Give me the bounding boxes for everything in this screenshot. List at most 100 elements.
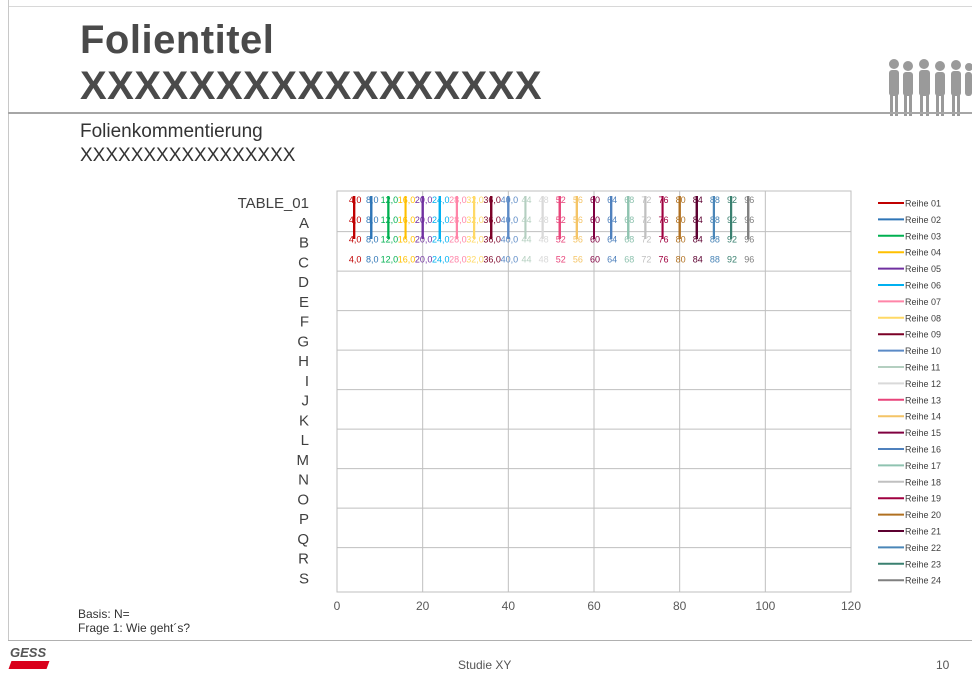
data-label: 52 bbox=[556, 254, 566, 264]
data-label: 40,0 bbox=[501, 254, 519, 264]
data-label: 48 bbox=[539, 235, 549, 245]
data-label: 4,0 bbox=[349, 235, 362, 245]
gess-logo-bar bbox=[8, 661, 50, 669]
data-label: 28,0 bbox=[449, 235, 467, 245]
legend-label: Reihe 19 bbox=[905, 494, 941, 504]
data-label: 56 bbox=[573, 235, 583, 245]
data-label: 84 bbox=[693, 235, 703, 245]
y-category-label: J bbox=[302, 393, 310, 410]
legend-label: Reihe 23 bbox=[905, 559, 941, 569]
x-tick-label: 80 bbox=[673, 599, 687, 613]
data-label: 4,0 bbox=[349, 254, 362, 264]
page-number: 10 bbox=[936, 658, 950, 672]
y-category-label: K bbox=[299, 412, 309, 429]
x-tick-label: 100 bbox=[755, 599, 775, 613]
y-category-label: F bbox=[300, 314, 309, 331]
data-label: 80 bbox=[676, 235, 686, 245]
data-label: 80 bbox=[676, 254, 686, 264]
data-label: 12,0 bbox=[381, 254, 399, 264]
slide-title-line1: Folientitel bbox=[80, 18, 275, 62]
legend-label: Reihe 07 bbox=[905, 297, 941, 307]
y-category-label: M bbox=[297, 452, 310, 469]
y-category-label: B bbox=[299, 235, 309, 252]
legend-label: Reihe 09 bbox=[905, 330, 941, 340]
y-category-label: D bbox=[298, 274, 309, 291]
data-label: 64 bbox=[607, 254, 617, 264]
data-label: 72 bbox=[641, 254, 651, 264]
basis-note: Basis: N= bbox=[78, 607, 130, 621]
question-note: Frage 1: Wie geht´s? bbox=[78, 621, 191, 635]
legend-label: Reihe 24 bbox=[905, 576, 941, 586]
data-label: 36,0 bbox=[483, 254, 501, 264]
slide-top-border bbox=[8, 6, 972, 7]
y-category-label: P bbox=[299, 511, 309, 528]
data-label: 40,0 bbox=[501, 235, 519, 245]
legend-label: Reihe 21 bbox=[905, 527, 941, 537]
y-category-label: I bbox=[305, 373, 309, 390]
x-tick-label: 20 bbox=[416, 599, 430, 613]
people-silhouette-icon bbox=[889, 59, 972, 116]
legend-label: Reihe 02 bbox=[905, 215, 941, 225]
title-divider bbox=[8, 112, 972, 114]
data-label: 44 bbox=[521, 254, 531, 264]
table-label: TABLE_01 bbox=[238, 195, 309, 212]
data-label: 52 bbox=[556, 235, 566, 245]
data-label: 32,0 bbox=[466, 235, 484, 245]
data-label: 36,0 bbox=[483, 235, 501, 245]
data-label: 24,0 bbox=[432, 235, 450, 245]
y-category-label: Q bbox=[297, 531, 309, 548]
legend-label: Reihe 17 bbox=[905, 461, 941, 471]
data-label: 20,0 bbox=[415, 235, 433, 245]
data-label: 92 bbox=[727, 254, 737, 264]
data-label: 8,0 bbox=[366, 235, 379, 245]
x-tick-label: 0 bbox=[334, 599, 341, 613]
legend-label: Reihe 03 bbox=[905, 231, 941, 241]
slide-left-border bbox=[8, 0, 9, 640]
data-label: 68 bbox=[624, 254, 634, 264]
legend-label: Reihe 13 bbox=[905, 395, 941, 405]
data-label: 24,0 bbox=[432, 254, 450, 264]
x-tick-label: 40 bbox=[502, 599, 516, 613]
y-category-label: R bbox=[298, 551, 309, 568]
data-label: 60 bbox=[590, 235, 600, 245]
data-label: 68 bbox=[624, 235, 634, 245]
legend-label: Reihe 18 bbox=[905, 477, 941, 487]
x-tick-label: 120 bbox=[841, 599, 861, 613]
slide-comment-line1: Folienkommentierung bbox=[80, 121, 263, 142]
data-label: 76 bbox=[659, 235, 669, 245]
slide-comment-line2: XXXXXXXXXXXXXXXXX bbox=[80, 145, 296, 166]
legend-label: Reihe 05 bbox=[905, 264, 941, 274]
y-category-label: O bbox=[297, 491, 309, 508]
legend-label: Reihe 16 bbox=[905, 445, 941, 455]
data-label: 12,0 bbox=[381, 235, 399, 245]
y-category-label: H bbox=[298, 353, 309, 370]
legend-label: Reihe 11 bbox=[905, 363, 940, 373]
data-label: 88 bbox=[710, 235, 720, 245]
legend-label: Reihe 06 bbox=[905, 281, 941, 291]
legend-label: Reihe 14 bbox=[905, 412, 941, 422]
y-category-label: G bbox=[297, 333, 309, 350]
slide-title-line2: XXXXXXXXXXXXXXXXX bbox=[80, 64, 543, 108]
legend-label: Reihe 15 bbox=[905, 428, 941, 438]
y-category-label: S bbox=[299, 570, 309, 587]
gess-logo: GESS bbox=[8, 645, 52, 672]
data-label: 16,0 bbox=[398, 235, 416, 245]
y-category-label: A bbox=[299, 215, 309, 232]
y-category-label: C bbox=[298, 254, 309, 271]
data-label: 72 bbox=[641, 235, 651, 245]
gess-logo-text: GESS bbox=[10, 645, 47, 660]
data-label: 64 bbox=[607, 235, 617, 245]
legend-label: Reihe 10 bbox=[905, 346, 941, 356]
data-label: 60 bbox=[590, 254, 600, 264]
data-label: 88 bbox=[710, 254, 720, 264]
data-label: 76 bbox=[659, 254, 669, 264]
data-label: 16,0 bbox=[398, 254, 416, 264]
y-category-label: N bbox=[298, 472, 309, 489]
data-label: 96 bbox=[744, 254, 754, 264]
data-label: 48 bbox=[539, 254, 549, 264]
data-label: 56 bbox=[573, 254, 583, 264]
legend-label: Reihe 22 bbox=[905, 543, 941, 553]
data-label: 96 bbox=[744, 235, 754, 245]
data-label: 8,0 bbox=[366, 254, 379, 264]
